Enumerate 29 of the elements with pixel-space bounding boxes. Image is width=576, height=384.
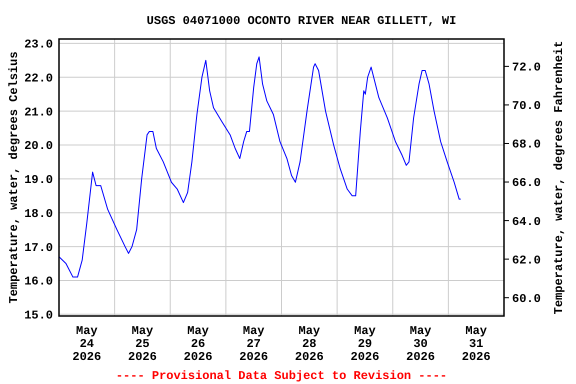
line-series — [58, 56, 462, 278]
y2-tick-label: 62.0 — [512, 253, 541, 268]
text: ---- Provisional Data Subject to Revision ---- — [116, 369, 448, 383]
y-axis-title: Temperature, water, degrees Celsius — [7, 51, 21, 304]
x-tick-label: May 26 2026 — [184, 324, 212, 364]
x-tick-label: May 28 2026 — [294, 324, 324, 364]
y-tick-label: 21.0 — [24, 105, 53, 120]
y-tick-label: 17.0 — [24, 240, 53, 255]
y2-tick-label: 70.0 — [512, 99, 541, 114]
x-tick-label: May 27 2026 — [239, 324, 268, 364]
y2-axis-title: Temperature, water, degrees Fahrenheit — [552, 40, 566, 314]
y-tick-label: 15.0 — [24, 308, 53, 323]
x-tick-label: May 24 2026 — [72, 324, 102, 364]
y2-tick-label: 64.0 — [512, 214, 541, 229]
y2-tick-label: 66.0 — [512, 176, 541, 190]
x-tick-label: May 31 2026 — [462, 324, 491, 364]
y-tick-label: 22.0 — [24, 71, 53, 86]
y2-tick-label: 60.0 — [512, 292, 541, 306]
x-tick-label: May 29 2026 — [350, 324, 380, 364]
chart-title: USGS 04071000 OCONTO RIVER NEAR GILLETT, WI — [146, 14, 456, 28]
x-tick-label: May 25 2026 — [128, 324, 157, 364]
y-tick-label: 20.0 — [24, 139, 53, 154]
y-tick-label: 18.0 — [24, 206, 53, 221]
y-tick-label: 16.0 — [24, 274, 53, 289]
y2-tick-label: 72.0 — [512, 60, 541, 75]
y2-tick-label: 68.0 — [512, 138, 541, 152]
y-tick-label: 19.0 — [24, 173, 53, 188]
x-tick-label: May 30 2026 — [406, 324, 435, 364]
y-tick-label: 23.0 — [24, 38, 53, 52]
